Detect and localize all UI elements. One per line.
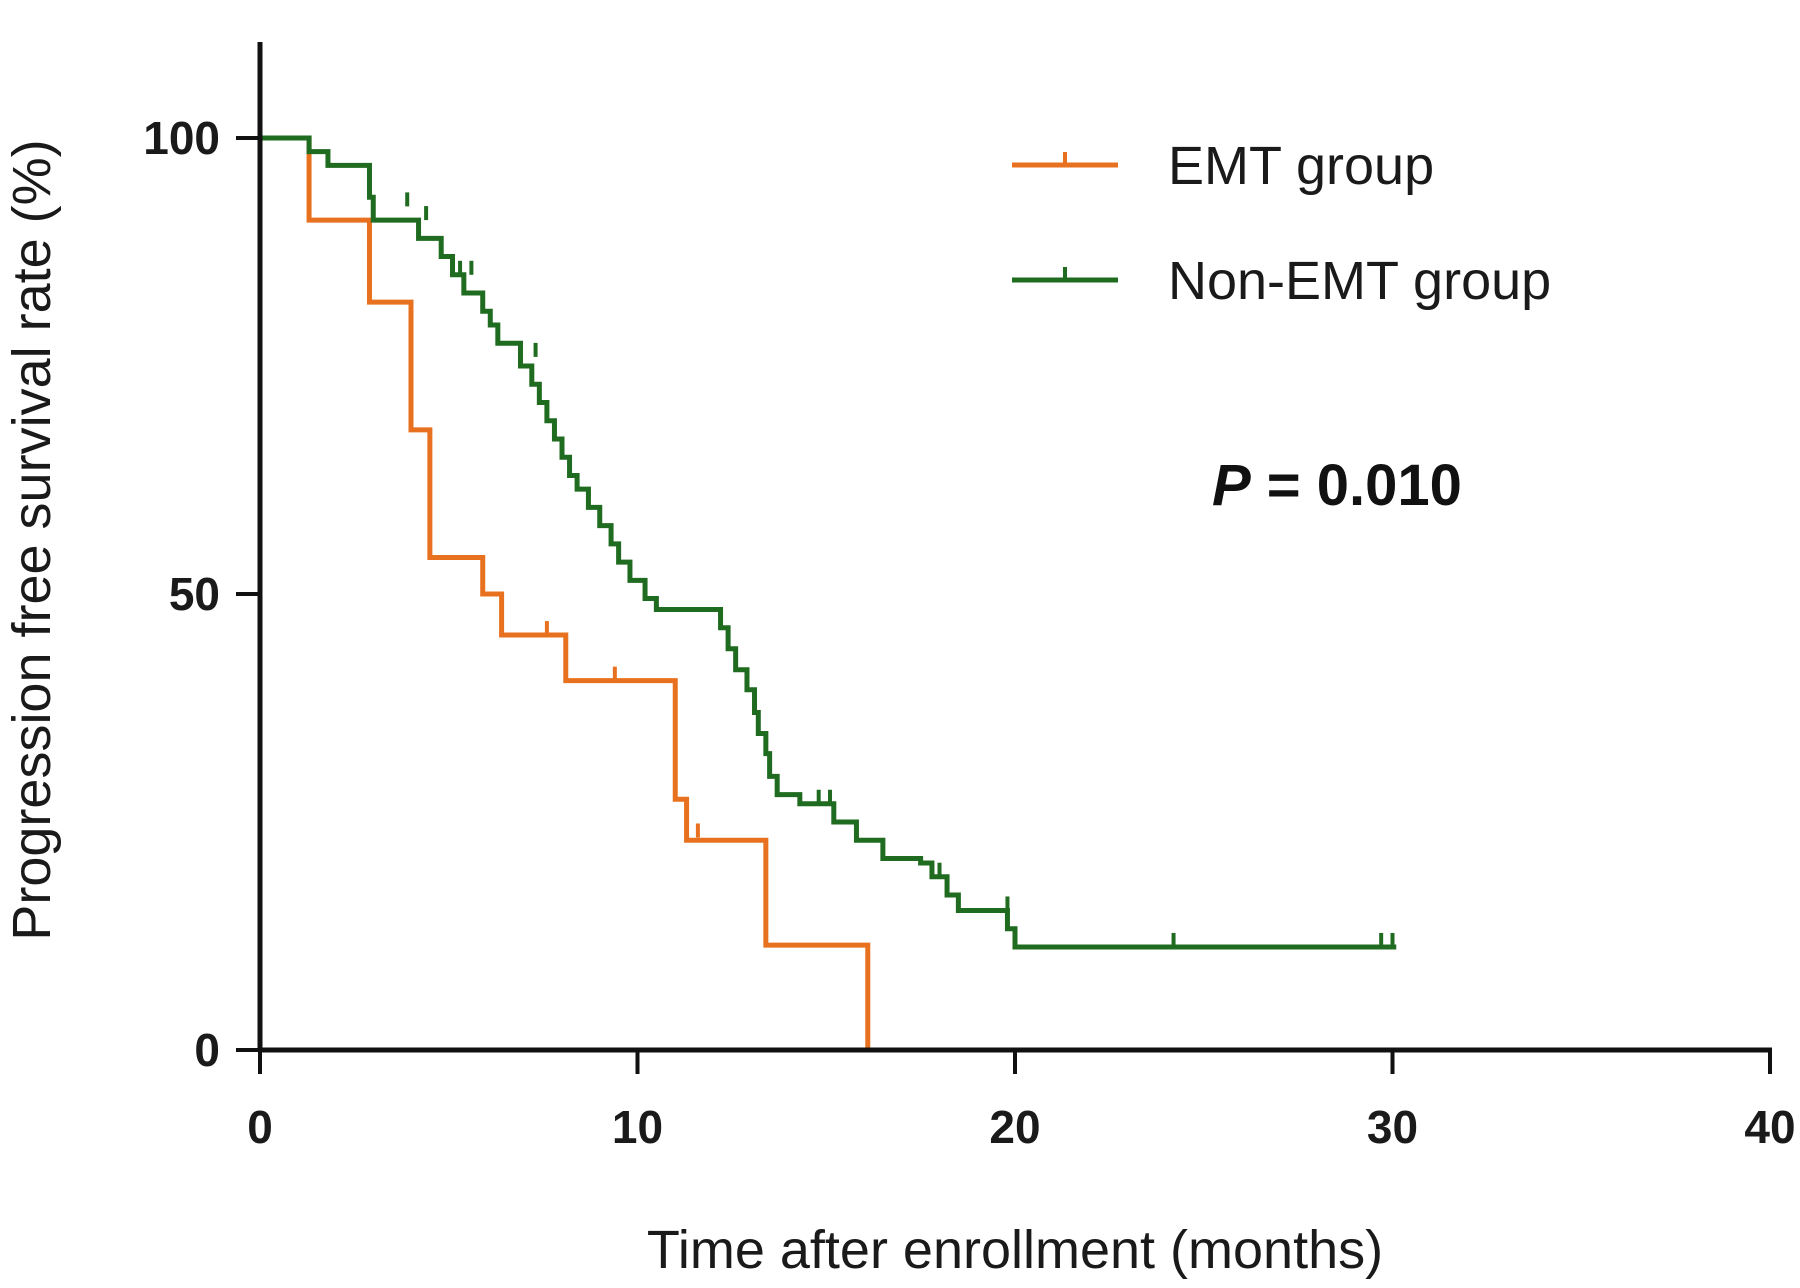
x-tick-label-3: 30 xyxy=(1367,1101,1418,1153)
x-axis-title: Time after enrollment (months) xyxy=(647,1220,1383,1280)
p-value-number: = 0.010 xyxy=(1251,453,1462,518)
x-tick-label-4: 40 xyxy=(1744,1101,1795,1153)
p-value-annotation: P = 0.010 xyxy=(1212,453,1462,518)
y-tick-label-2: 100 xyxy=(143,112,220,164)
y-tick-label-0: 0 xyxy=(194,1024,220,1076)
p-value-symbol: P xyxy=(1212,453,1251,518)
axes xyxy=(257,42,1772,1053)
y-tick-label-1: 50 xyxy=(169,568,220,620)
legend-label-non-emt: Non-EMT group xyxy=(1168,251,1551,311)
series-line-1 xyxy=(260,135,1397,950)
ticks: 0 10 20 30 40 0 50 100 xyxy=(143,112,1795,1153)
x-tick-label-1: 10 xyxy=(612,1101,663,1153)
plot-marks xyxy=(260,135,1397,1050)
legend: EMT group Non-EMT group xyxy=(1012,136,1551,311)
y-axis-title: Progression free survival rate (%) xyxy=(2,139,62,940)
x-tick-label-2: 20 xyxy=(989,1101,1040,1153)
series-line-0 xyxy=(260,135,871,1050)
x-tick-label-0: 0 xyxy=(247,1101,273,1153)
legend-label-emt: EMT group xyxy=(1168,136,1434,196)
